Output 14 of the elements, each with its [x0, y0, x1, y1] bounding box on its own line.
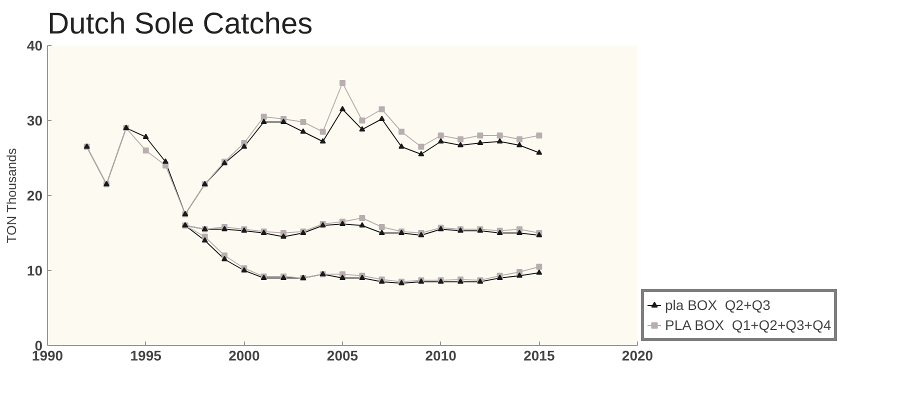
x-tick-label: 2015 — [524, 348, 555, 364]
x-tick-label: 2000 — [228, 348, 260, 364]
legend-label: pla BOX Q2+Q3 — [665, 297, 770, 313]
chart-title: Dutch Sole Catches — [48, 8, 313, 40]
x-tick-label: 2005 — [326, 348, 358, 364]
x-tick-label: 2010 — [425, 348, 457, 364]
y-tick-label: 40 — [26, 38, 43, 54]
legend-label: PLA BOX Q1+Q2+Q3+Q4 — [665, 317, 832, 333]
x-tick-label: 1995 — [130, 348, 162, 364]
y-tick-label: 20 — [26, 188, 43, 204]
y-tick-label: 10 — [26, 262, 43, 278]
x-tick-label: 2020 — [622, 348, 654, 364]
y-tick-label: 30 — [26, 112, 43, 128]
y-axis-title: TON Thousands — [4, 148, 19, 244]
